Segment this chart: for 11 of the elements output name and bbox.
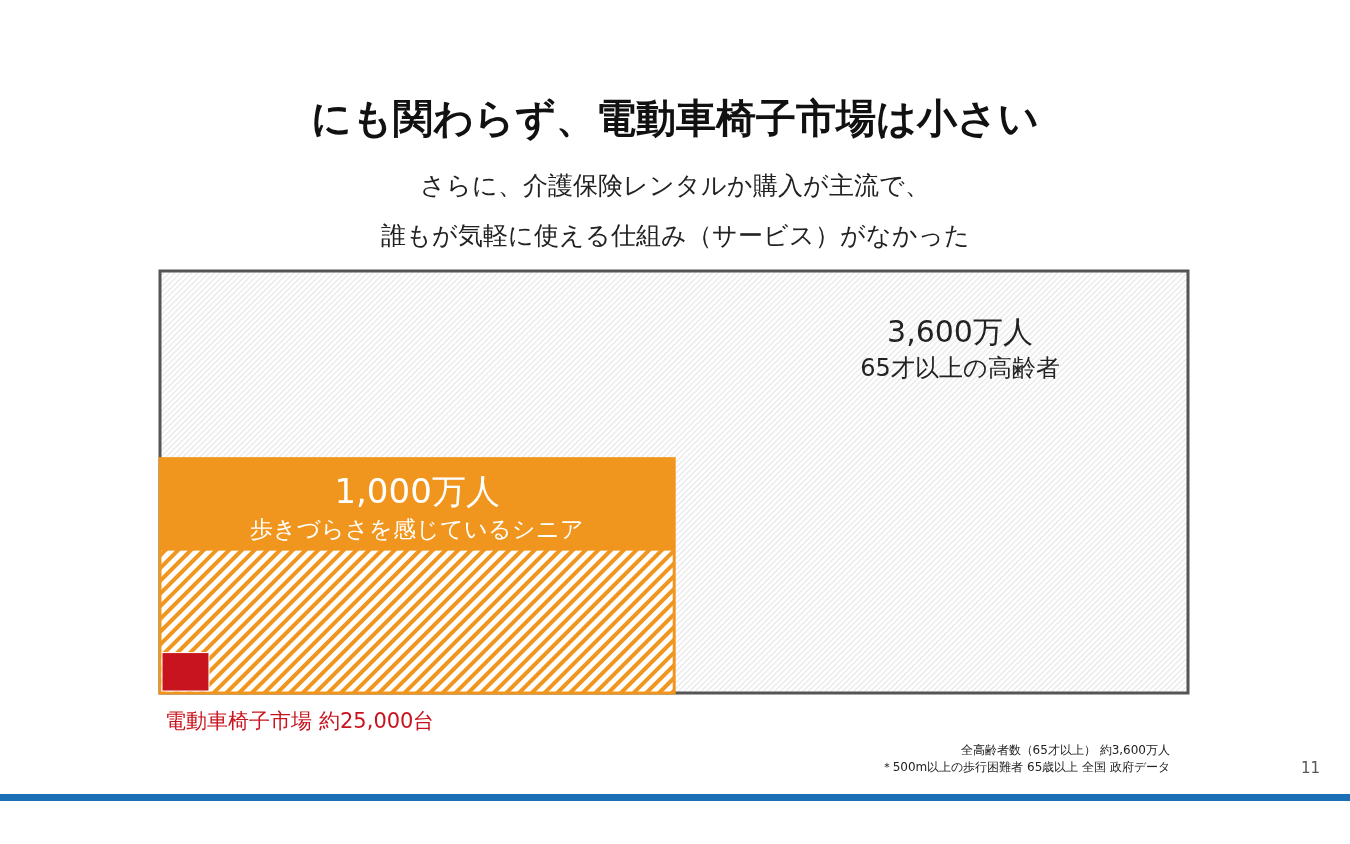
data-label: 1,000万人 <box>334 470 500 511</box>
text: 全高齢者数（65才以上） 約3,600万人 <box>960 743 1170 757</box>
text: さらに、介護保険レンタルか購入が主流で、誰もが気軽に使える仕組み（サービス）がなかった <box>380 171 970 250</box>
text: 11 <box>1300 759 1320 777</box>
text: にも関わらず、電動車椅子市場は小さい <box>311 95 1039 142</box>
category-label: 電動車椅子市場 <box>165 709 312 733</box>
text: ＊500m以上の歩行困難者 65歳以上 全国 政府データ <box>880 760 1170 774</box>
category-label: 65才以上の高齢者 <box>860 354 1060 382</box>
category-label: 歩きづらさを感じているシニア <box>250 515 585 542</box>
data-label: 3,600万人 <box>887 314 1033 349</box>
data-label: 約25,000台 <box>319 709 435 733</box>
